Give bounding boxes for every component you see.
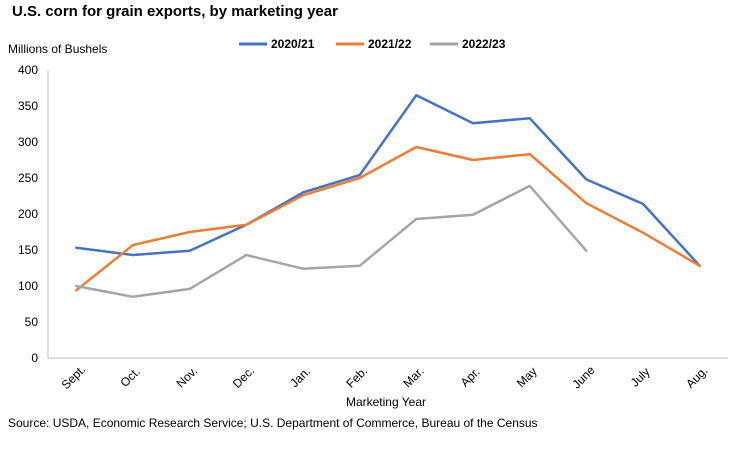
series-line-2022-23: [75, 184, 588, 299]
x-tick-label: May: [514, 364, 540, 390]
source-note: Source: USDA, Economic Research Service;…: [8, 416, 538, 430]
axes: [47, 70, 728, 359]
chart-title: U.S. corn for grain exports, by marketin…: [12, 3, 338, 20]
legend-label: 2021/22: [368, 37, 412, 51]
x-tick-label: Aug.: [683, 363, 710, 390]
y-tick-label: 50: [25, 315, 39, 329]
x-axis-label: Marketing Year: [346, 395, 426, 409]
y-tick-label: 300: [18, 135, 38, 149]
y-axis-ticks: 0 50 100 150 200 250 300 350 400: [18, 63, 38, 365]
x-axis-ticks: Sept. Oct. Nov. Dec. Jan. Feb. Mar. Apr. May June…: [59, 362, 711, 392]
x-tick-label: Dec.: [230, 363, 257, 390]
y-tick-label: 200: [18, 207, 38, 221]
x-tick-label: Oct.: [117, 364, 142, 389]
y-tick-label: 0: [31, 351, 38, 365]
legend-label: 2022/23: [462, 37, 506, 51]
x-tick-label: Feb.: [343, 364, 370, 391]
series-line-2020-21: [75, 93, 701, 268]
x-tick-label: June: [569, 363, 598, 392]
x-tick-label: Mar.: [400, 364, 426, 390]
legend-label: 2020/21: [271, 37, 315, 51]
x-tick-label: Jan.: [287, 364, 313, 390]
y-tick-label: 400: [18, 63, 38, 77]
y-tick-label: 350: [18, 99, 38, 113]
series-line-2021-22: [75, 145, 701, 292]
x-tick-label: Apr.: [458, 365, 483, 390]
y-tick-label: 100: [18, 279, 38, 293]
x-tick-label: Nov.: [173, 364, 200, 391]
legend: 2020/21 2021/22 2022/23: [239, 37, 506, 51]
y-tick-label: 150: [18, 243, 38, 257]
y-axis-label: Millions of Bushels: [8, 42, 107, 56]
x-tick-label: July: [628, 365, 653, 390]
y-tick-label: 250: [18, 171, 38, 185]
x-tick-label: Sept.: [59, 362, 89, 392]
series-lines: [75, 93, 701, 299]
